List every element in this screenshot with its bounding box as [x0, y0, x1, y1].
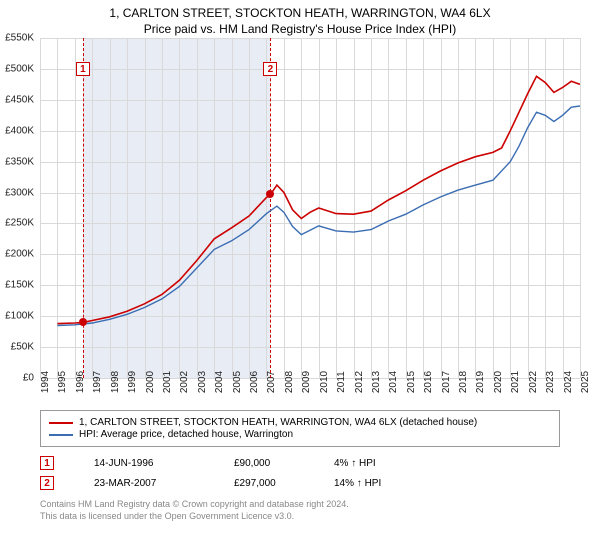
sale-point-dot: [266, 190, 274, 198]
sale-point-dot: [79, 318, 87, 326]
sale-row-price: £297,000: [234, 478, 294, 489]
sale-row-date: 23-MAR-2007: [94, 478, 194, 489]
y-axis-label: £200K: [0, 249, 34, 260]
legend-label: HPI: Average price, detached house, Warr…: [79, 429, 293, 440]
x-axis-label: 2025: [580, 371, 591, 393]
y-axis-label: £400K: [0, 125, 34, 136]
y-axis-label: £550K: [0, 33, 34, 44]
legend-swatch: [49, 434, 73, 436]
y-axis-label: £100K: [0, 311, 34, 322]
y-axis-label: £350K: [0, 156, 34, 167]
chart-title-sub: Price paid vs. HM Land Registry's House …: [0, 22, 600, 36]
sales-table: 1 14-JUN-1996 £90,000 4% ↑ HPI 2 23-MAR-2007 £…: [40, 453, 560, 493]
y-axis-label: £0: [0, 373, 34, 384]
legend-swatch: [49, 422, 73, 424]
legend-label: 1, CARLTON STREET, STOCKTON HEATH, WARRI…: [79, 417, 477, 428]
y-axis-label: £50K: [0, 342, 34, 353]
sale-row-diff: 4% ↑ HPI: [334, 458, 414, 469]
sale-row-diff: 14% ↑ HPI: [334, 478, 414, 489]
series-hpi: [57, 106, 580, 326]
y-axis-label: £250K: [0, 218, 34, 229]
y-axis-label: £500K: [0, 63, 34, 74]
chart-lines: [40, 38, 580, 378]
sale-row-date: 14-JUN-1996: [94, 458, 194, 469]
legend: 1, CARLTON STREET, STOCKTON HEATH, WARRI…: [40, 410, 560, 447]
legend-row: 1, CARLTON STREET, STOCKTON HEATH, WARRI…: [49, 417, 551, 428]
gridline-v: [580, 38, 581, 378]
plot-area: £0£50K£100K£150K£200K£250K£300K£350K£400…: [40, 38, 580, 378]
y-axis-label: £150K: [0, 280, 34, 291]
legend-row: HPI: Average price, detached house, Warr…: [49, 429, 551, 440]
y-axis-label: £300K: [0, 187, 34, 198]
sale-row-marker: 1: [40, 456, 54, 470]
y-axis-label: £450K: [0, 94, 34, 105]
sale-row-marker: 2: [40, 476, 54, 490]
sale-row: 1 14-JUN-1996 £90,000 4% ↑ HPI: [40, 453, 560, 473]
footnote-line: This data is licensed under the Open Gov…: [40, 511, 600, 523]
footnote: Contains HM Land Registry data © Crown c…: [40, 499, 600, 522]
series-property: [57, 76, 580, 323]
footnote-line: Contains HM Land Registry data © Crown c…: [40, 499, 600, 511]
sale-row: 2 23-MAR-2007 £297,000 14% ↑ HPI: [40, 473, 560, 493]
sale-row-price: £90,000: [234, 458, 294, 469]
chart-title-address: 1, CARLTON STREET, STOCKTON HEATH, WARRI…: [0, 6, 600, 20]
